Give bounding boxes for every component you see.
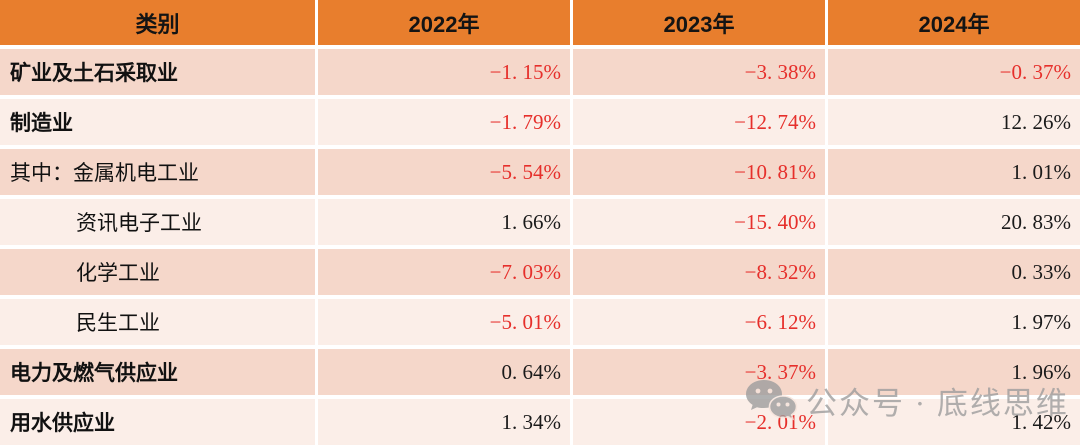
cell-value: −15. 40%	[570, 199, 825, 245]
table-row: 电力及燃气供应业 0. 64% −3. 37% 1. 96%	[0, 345, 1080, 395]
row-label: 电力及燃气供应业	[10, 361, 178, 385]
cell-value: 1. 97%	[825, 299, 1080, 345]
header-2024: 2024年	[825, 0, 1080, 45]
cell-value: −3. 37%	[570, 349, 825, 395]
row-label: 化学工业	[76, 261, 160, 285]
cell-value: 0. 33%	[825, 249, 1080, 295]
cell-value: 1. 42%	[825, 399, 1080, 445]
row-label: 资讯电子工业	[76, 211, 202, 235]
header-2023: 2023年	[570, 0, 825, 45]
cell-value: 1. 96%	[825, 349, 1080, 395]
table-row: 用水供应业 1. 34% −2. 01% 1. 42%	[0, 395, 1080, 445]
cell-value: 20. 83%	[825, 199, 1080, 245]
cell-value: −10. 81%	[570, 149, 825, 195]
cell-value: −12. 74%	[570, 99, 825, 145]
table-row: 民生工业 −5. 01% −6. 12% 1. 97%	[0, 295, 1080, 345]
cell-value: 1. 34%	[315, 399, 570, 445]
cell-value: −6. 12%	[570, 299, 825, 345]
table-row: 资讯电子工业 1. 66% −15. 40% 20. 83%	[0, 195, 1080, 245]
header-2022: 2022年	[315, 0, 570, 45]
cell-value: −1. 15%	[315, 49, 570, 95]
cell-value: −3. 38%	[570, 49, 825, 95]
row-label: 用水供应业	[10, 411, 115, 435]
cell-value: 12. 26%	[825, 99, 1080, 145]
table-row: 矿业及土石采取业 −1. 15% −3. 38% −0. 37%	[0, 45, 1080, 95]
cell-value: −5. 01%	[315, 299, 570, 345]
cell-value: 1. 66%	[315, 199, 570, 245]
cell-value: −1. 79%	[315, 99, 570, 145]
table-row: 化学工业 −7. 03% −8. 32% 0. 33%	[0, 245, 1080, 295]
table-row: 制造业 −1. 79% −12. 74% 12. 26%	[0, 95, 1080, 145]
cell-value: −2. 01%	[570, 399, 825, 445]
cell-value: −0. 37%	[825, 49, 1080, 95]
cell-value: −5. 54%	[315, 149, 570, 195]
table-row: 其中：金属机电工业 −5. 54% −10. 81% 1. 01%	[0, 145, 1080, 195]
cell-value: 0. 64%	[315, 349, 570, 395]
cell-value: −8. 32%	[570, 249, 825, 295]
row-label: 制造业	[10, 111, 73, 135]
row-label: 矿业及土石采取业	[10, 61, 178, 85]
table-header-row: 类别 2022年 2023年 2024年	[0, 0, 1080, 45]
cell-value: −7. 03%	[315, 249, 570, 295]
cell-value: 1. 01%	[825, 149, 1080, 195]
row-label: 其中：金属机电工业	[10, 161, 199, 185]
header-category: 类别	[135, 11, 180, 37]
row-label: 民生工业	[76, 311, 160, 335]
